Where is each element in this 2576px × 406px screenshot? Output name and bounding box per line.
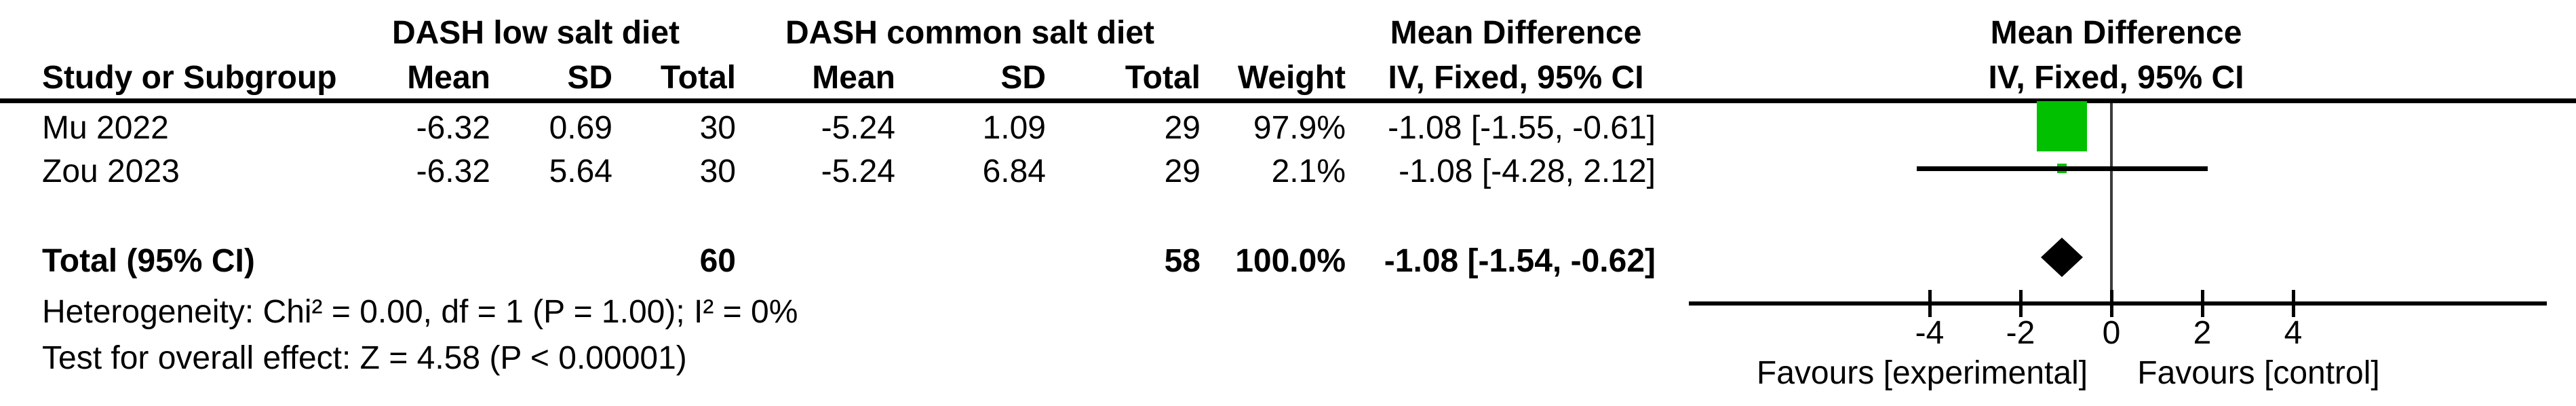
axis-tick-label: 0 [2102,315,2121,351]
total-ci-text: -1.08 [-1.54, -0.62] [1384,243,1656,279]
axis-tick [2292,290,2295,317]
mean-experimental: -6.32 [416,153,490,189]
group-header-control: DASH common salt diet [785,15,1155,51]
axis-tick [2201,290,2204,317]
study-name: Mu 2022 [42,110,169,146]
column-header-total-exp: Total [660,60,736,96]
total-n-experimental: 60 [699,243,736,279]
plot-header-line1: Mean Difference [1990,15,2242,51]
x-axis-line [1689,301,2547,306]
ci-text: -1.08 [-4.28, 2.12] [1399,153,1656,189]
column-header-sd-ctl: SD [1000,60,1046,96]
plot-header-line2: IV, Fixed, 95% CI [1988,60,2244,96]
sd-control: 6.84 [982,153,1046,189]
sd-control: 1.09 [982,110,1046,146]
favours-control-label: Favours [control] [2137,355,2380,391]
weight-value: 97.9% [1253,110,1346,146]
total-effect-diamond [2041,238,2083,277]
sd-experimental: 0.69 [549,110,612,146]
total-weight: 100.0% [1235,243,1346,279]
favours-experimental-label: Favours [experimental] [1756,355,2088,391]
total-control: 29 [1164,110,1201,146]
column-header-weight: Weight [1237,60,1346,96]
axis-tick [2110,290,2113,317]
ci-text: -1.08 [-1.55, -0.61] [1388,110,1656,146]
column-header-study: Study or Subgroup [42,60,337,96]
heterogeneity-text: Heterogeneity: Chi² = 0.00, df = 1 (P = … [42,294,798,330]
axis-tick-label: -4 [1915,315,1945,351]
zero-effect-line [2110,103,2113,303]
sd-experimental: 5.64 [549,153,612,189]
column-header-sd-exp: SD [567,60,612,96]
mean-experimental: -6.32 [416,110,490,146]
column-header-mean-ctl: Mean [812,60,895,96]
axis-tick [1928,290,1932,317]
overall-effect-text: Test for overall effect: Z = 4.58 (P < 0… [42,340,687,376]
axis-tick-label: 2 [2193,315,2212,351]
weight-value: 2.1% [1271,153,1346,189]
axis-tick-label: 4 [2284,315,2303,351]
mean-control: -5.24 [821,153,895,189]
mean-control: -5.24 [821,110,895,146]
header-rule [0,98,2576,103]
total-experimental: 30 [699,110,736,146]
total-n-control: 58 [1164,243,1201,279]
column-header-total-ctl: Total [1125,60,1201,96]
group-header-experimental: DASH low salt diet [391,15,680,51]
axis-tick-label: -2 [2006,315,2035,351]
axis-tick [2019,290,2023,317]
study-name: Zou 2023 [42,153,180,189]
total-experimental: 30 [699,153,736,189]
effect-square-mu-2022 [2037,101,2087,151]
ci-whisker-zou-2023 [1917,166,2208,171]
total-control: 29 [1164,153,1201,189]
stat-column-header-line2: IV, Fixed, 95% CI [1388,60,1644,96]
stat-column-header-line1: Mean Difference [1390,15,1642,51]
column-header-mean-exp: Mean [407,60,490,96]
total-label: Total (95% CI) [42,243,255,279]
